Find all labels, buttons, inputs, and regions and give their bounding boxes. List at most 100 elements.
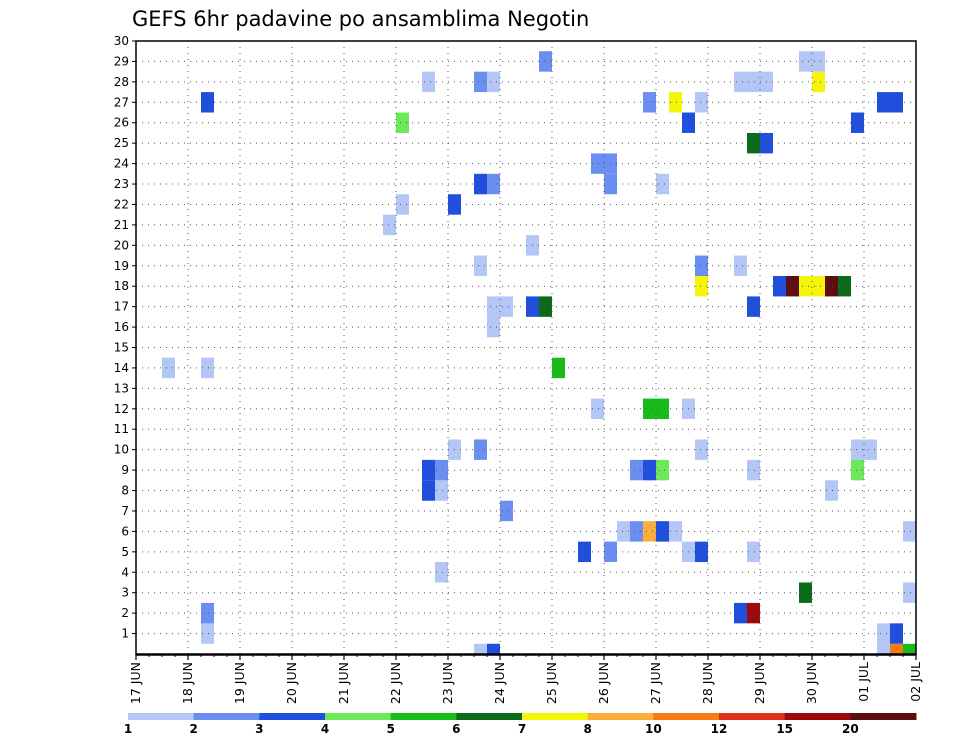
x-tick-label: 17 JUN [128, 662, 143, 704]
y-tick-label: 24 [114, 157, 129, 171]
precip-cell [422, 71, 435, 93]
precip-cell [747, 541, 760, 563]
precip-cell [695, 255, 708, 276]
y-tick-label: 27 [114, 95, 129, 109]
precip-cell [201, 602, 214, 624]
y-tick-label: 22 [114, 197, 129, 211]
precip-cell [383, 214, 396, 236]
colorbar-swatch [128, 713, 195, 720]
precip-cell [539, 51, 552, 72]
precip-cell [201, 623, 214, 644]
y-tick-label: 11 [114, 422, 129, 436]
precip-cell [643, 92, 656, 113]
colorbar-label: 12 [711, 722, 728, 736]
x-tick-label: 22 JUN [388, 662, 403, 704]
precip-cell [435, 480, 448, 501]
x-tick-label: 20 JUN [284, 662, 299, 704]
y-tick-label: 15 [114, 341, 129, 355]
precip-cell [500, 296, 513, 317]
precip-cell [487, 316, 500, 338]
x-tick-label: 28 JUN [700, 662, 715, 704]
precip-cell [903, 582, 916, 603]
colorbar-label: 20 [842, 722, 859, 736]
precip-cell [799, 582, 812, 603]
precip-cell [747, 132, 760, 154]
colorbar-swatch [653, 713, 720, 720]
colorbar-swatch [259, 713, 326, 720]
y-tick-label: 2 [121, 606, 129, 620]
y-tick-label: 4 [121, 565, 129, 579]
precip-cell [864, 439, 877, 460]
precip-cell [474, 643, 487, 654]
x-tick-label: 21 JUN [336, 662, 351, 704]
y-tick-label: 17 [114, 300, 129, 314]
precip-cell [747, 71, 760, 93]
colorbar-swatch [850, 713, 917, 720]
precip-cell [422, 480, 435, 501]
precip-cell [487, 71, 500, 93]
precip-cell [890, 643, 903, 654]
precip-cell [890, 623, 903, 644]
precip-cell [643, 459, 656, 481]
y-tick-label: 9 [121, 463, 129, 477]
precip-cell [812, 51, 825, 72]
precip-cell [656, 459, 669, 481]
precip-cell [643, 398, 656, 420]
precip-cell [695, 275, 708, 297]
precip-cell [747, 459, 760, 481]
y-tick-label: 20 [114, 238, 129, 252]
x-tick-label: 30 JUN [804, 662, 819, 704]
y-tick-label: 28 [114, 75, 129, 89]
precip-cell [890, 92, 903, 113]
y-tick-label: 10 [114, 443, 129, 457]
colorbar-swatch [784, 713, 851, 720]
x-tick-label: 26 JUN [596, 662, 611, 704]
precip-cell [734, 602, 747, 624]
precip-cell [799, 51, 812, 72]
x-tick-label: 25 JUN [544, 662, 559, 704]
y-tick-label: 26 [114, 116, 129, 130]
precip-cell [201, 357, 214, 379]
precip-cell [578, 541, 591, 563]
colorbar-swatch [390, 713, 457, 720]
precip-cell [162, 357, 175, 379]
precip-cell [812, 71, 825, 93]
precip-cell [487, 296, 500, 317]
precip-cell [591, 153, 604, 174]
precip-cell [656, 398, 669, 420]
precip-cell [799, 275, 812, 297]
precip-cell [630, 521, 643, 542]
colorbar-swatch [587, 713, 654, 720]
precip-cell [396, 112, 409, 133]
precip-cell [734, 255, 747, 276]
cells-layer [162, 51, 916, 654]
colorbar-label: 1 [124, 722, 132, 736]
precip-cell [812, 275, 825, 297]
precip-cell [695, 92, 708, 113]
x-tick-label: 23 JUN [440, 662, 455, 704]
colorbar-label: 10 [645, 722, 662, 736]
precip-cell [474, 71, 487, 93]
y-tick-label: 19 [114, 259, 129, 273]
y-tick-label: 14 [114, 361, 129, 375]
chart-title: GEFS 6hr padavine po ansamblima Negotin [132, 7, 589, 31]
colorbar-label: 6 [452, 722, 460, 736]
precip-cell [734, 71, 747, 93]
y-tick-label: 8 [121, 484, 129, 498]
precip-cell [474, 439, 487, 460]
precip-cell [500, 500, 513, 522]
x-tick-label: 18 JUN [180, 662, 195, 704]
precip-cell [396, 194, 409, 215]
precip-cell [552, 357, 565, 379]
precip-cell [786, 275, 799, 297]
y-tick-label: 13 [114, 381, 129, 395]
precip-cell [773, 275, 786, 297]
x-tick-label: 02 JUL [908, 662, 923, 702]
y-tick-label: 29 [114, 54, 129, 68]
grid-layer [136, 40, 916, 654]
y-tick-label: 25 [114, 136, 129, 150]
precip-cell [474, 255, 487, 276]
precip-cell [825, 275, 838, 297]
colorbar-label: 4 [321, 722, 329, 736]
